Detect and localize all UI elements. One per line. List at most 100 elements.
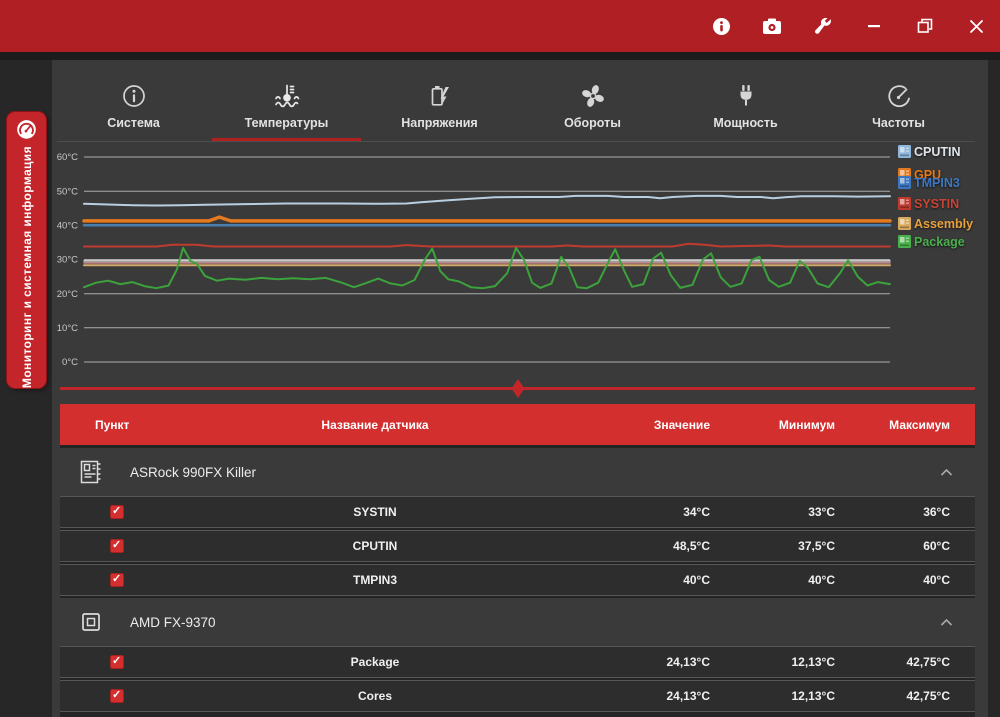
- sensor-row-package: Package 24,13°C 12,13°C 42,75°C: [60, 646, 975, 678]
- legend-swatch-icon: [898, 145, 911, 158]
- legend-label: SYSTIN: [914, 196, 960, 211]
- y-tick-label: 20°C: [57, 289, 78, 300]
- minimize-icon: [868, 25, 880, 28]
- tab-divider: [57, 141, 975, 142]
- power-plug-icon: [740, 85, 751, 106]
- sensor-value: 24,13°C: [666, 655, 711, 669]
- sensor-checkbox[interactable]: [110, 538, 124, 553]
- tab-system[interactable]: Система: [57, 60, 210, 140]
- sensor-name: CPUTIN: [352, 539, 398, 553]
- sensor-checkbox[interactable]: [110, 688, 124, 703]
- column-header-value: Значение: [653, 417, 710, 432]
- y-tick-label: 40°C: [57, 221, 78, 232]
- tab-label: Напряжения: [401, 116, 478, 130]
- restore-button[interactable]: [914, 15, 936, 37]
- sensor-checkbox[interactable]: [110, 504, 124, 519]
- minimize-button[interactable]: [863, 15, 885, 37]
- legend-label: Package: [914, 234, 965, 249]
- sensor-name: SYSTIN: [353, 505, 397, 519]
- gauge-icon: [887, 85, 910, 108]
- sensor-row-cores: Cores 24,13°C 12,13°C 42,75°C: [60, 680, 975, 712]
- legend-swatch-icon: [898, 176, 911, 189]
- legend-item-assembly[interactable]: Assembly: [897, 216, 973, 231]
- sensor-value: 34°C: [683, 505, 710, 519]
- battery-bolt-icon: [431, 86, 449, 106]
- sidebar-tab-label: Мониторинг и системная информация: [19, 145, 34, 388]
- column-header-maximum: Максимум: [889, 417, 950, 432]
- sidebar-tab-monitoring[interactable]: Мониторинг и системная информация: [7, 112, 46, 388]
- section-header-cpu[interactable]: AMD FX-9370: [60, 598, 975, 646]
- sensor-maximum: 42,75°C: [906, 655, 951, 669]
- info-button[interactable]: [710, 15, 732, 37]
- tab-voltages[interactable]: Напряжения: [363, 60, 516, 140]
- gauge-circle-icon: [17, 120, 36, 139]
- series-line-Package: [83, 246, 891, 290]
- legend-swatch-icon: [898, 197, 911, 210]
- main-panel: Система Температуры: [52, 60, 988, 717]
- chart-legend: CPUTIN GPU TMPIN3 SYSTIN Assembly Package: [897, 145, 987, 297]
- sensor-row-cputin: CPUTIN 48,5°C 37,5°C 60°C: [60, 530, 975, 562]
- legend-swatch-icon: [898, 217, 911, 230]
- legend-label: GPU: [914, 167, 942, 182]
- series-line-CPUTIN: [83, 194, 891, 207]
- sensor-name: Package: [350, 655, 400, 669]
- restore-icon: [917, 18, 933, 33]
- sensor-name: TMPIN3: [352, 573, 397, 587]
- sensor-maximum: 60°C: [923, 539, 950, 553]
- info-circle-icon: [122, 85, 145, 107]
- close-icon: [969, 19, 983, 33]
- close-button[interactable]: [965, 15, 987, 37]
- sensor-maximum: 42,75°C: [906, 689, 951, 703]
- legend-swatch-icon: [898, 235, 911, 248]
- sensor-minimum: 40°C: [808, 573, 835, 587]
- tab-label: Обороты: [564, 116, 621, 130]
- sensor-value: 24,13°C: [666, 689, 711, 703]
- y-tick-label: 0°C: [62, 357, 78, 368]
- sensor-minimum: 33°C: [808, 505, 835, 519]
- legend-item-systin[interactable]: SYSTIN: [897, 196, 959, 211]
- device-name: AMD FX-9370: [130, 614, 216, 630]
- series-line-SYSTIN: [83, 242, 891, 248]
- tab-label: Мощность: [713, 116, 778, 130]
- sensor-checkbox[interactable]: [110, 572, 124, 587]
- y-tick-label: 50°C: [57, 186, 78, 197]
- legend-label: CPUTIN: [914, 144, 961, 159]
- sensor-row-systin: SYSTIN 34°C 33°C 36°C: [60, 496, 975, 528]
- screenshot-button[interactable]: [761, 15, 783, 37]
- sensor-value: 40°C: [683, 573, 710, 587]
- camera-icon: [763, 18, 781, 34]
- thermometer-coolant-icon: [274, 84, 299, 108]
- section-header-motherboard[interactable]: ASRock 990FX Killer: [60, 448, 975, 496]
- sensor-maximum: 40°C: [923, 573, 950, 587]
- tab-frequencies[interactable]: Частоты: [822, 60, 975, 140]
- sensor-minimum: 12,13°C: [791, 689, 836, 703]
- temperature-chart: 0°C 10°C 20°C 30°C 40°C 50°C 60°C: [57, 149, 893, 373]
- sensor-checkbox[interactable]: [110, 654, 124, 669]
- cpu-icon: [82, 613, 100, 631]
- legend-item-package[interactable]: Package: [897, 234, 965, 249]
- tab-fans[interactable]: Обороты: [516, 60, 669, 140]
- tab-temperatures[interactable]: Температуры: [210, 60, 363, 142]
- tab-power[interactable]: Мощность: [669, 60, 822, 140]
- wrench-icon: [814, 17, 831, 34]
- titlebar-shadow: [0, 52, 1000, 60]
- history-slider[interactable]: [60, 379, 975, 398]
- legend-item-tmpin3[interactable]: TMPIN3: [897, 175, 960, 190]
- fan-icon: [581, 85, 604, 107]
- sensor-table-body: ASRock 990FX Killer SYSTIN 34°C 33°C 36°C CPU…: [60, 445, 975, 717]
- chevron-up-icon[interactable]: [940, 618, 953, 627]
- right-edge: [988, 60, 1000, 717]
- info-icon: [712, 17, 730, 35]
- sensor-minimum: 12,13°C: [791, 655, 836, 669]
- chevron-up-icon[interactable]: [940, 468, 953, 477]
- sensor-value: 48,5°C: [673, 539, 710, 553]
- y-tick-label: 30°C: [57, 255, 78, 266]
- legend-item-cputin[interactable]: CPUTIN: [897, 144, 961, 159]
- slider-handle[interactable]: [511, 379, 525, 398]
- tab-label: Температуры: [244, 116, 329, 130]
- settings-button[interactable]: [812, 15, 834, 37]
- tab-label: Частоты: [872, 116, 925, 130]
- column-header-minimum: Минимум: [778, 417, 835, 432]
- sensor-maximum: 36°C: [923, 505, 950, 519]
